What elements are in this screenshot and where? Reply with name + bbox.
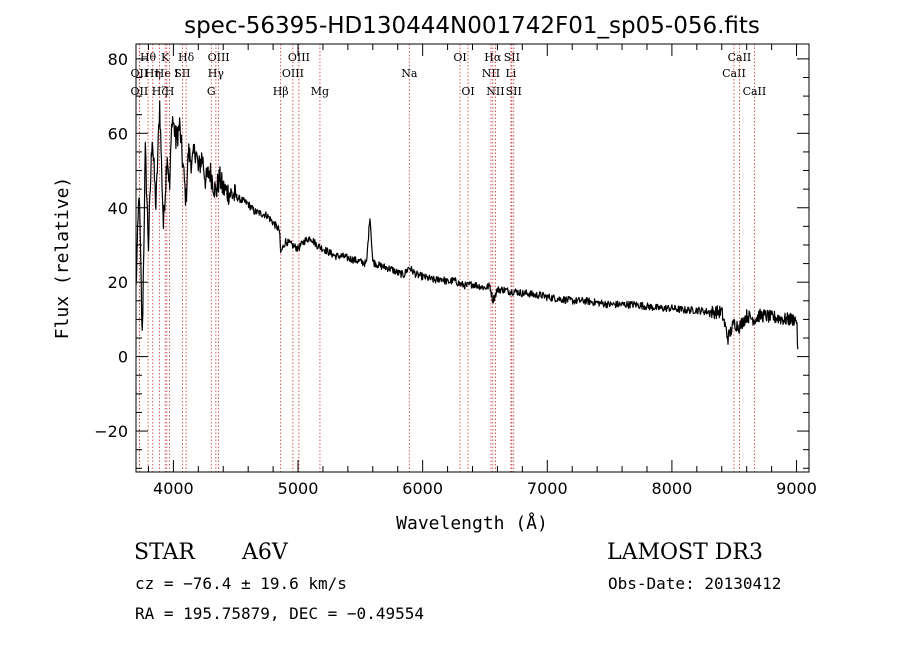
- line-label-18: OI: [453, 51, 466, 64]
- line-label-21: Hα: [484, 51, 502, 64]
- line-label-22: NII: [486, 85, 504, 98]
- line-label-23: Li: [505, 67, 516, 80]
- x-axis-label: Wavelength (Å): [396, 512, 548, 534]
- chart-title: spec-56395-HD130444N001742F01_sp05-056.f…: [184, 13, 760, 39]
- line-label-13: Hβ: [273, 85, 289, 98]
- redshift-velocity: cz = −76.4 ± 19.6 km/s: [135, 574, 347, 593]
- line-label-26: CaII: [722, 67, 746, 80]
- x-tick-label-2: 6000: [402, 479, 443, 498]
- y-tick-label-1: 0: [118, 348, 128, 367]
- x-tick-label-3: 7000: [527, 479, 568, 498]
- line-label-2: Hθ: [140, 51, 157, 64]
- object-class: STAR: [134, 540, 195, 565]
- y-tick-label-4: 60: [108, 124, 128, 143]
- observation-date: Obs-Date: 20130412: [608, 574, 782, 593]
- axes: 4000 5000 6000 7000 8000 9000 −20 0 20 40 60 80: [94, 44, 817, 498]
- line-label-6: He I: [155, 67, 179, 80]
- line-label-25: SII: [506, 85, 522, 98]
- line-label-20: NII: [482, 67, 500, 80]
- x-tick-label-0: 4000: [153, 479, 194, 498]
- line-label-4: Hζ: [152, 85, 168, 98]
- line-label-15: OIII: [288, 51, 310, 64]
- line-label-24: SII: [504, 51, 520, 64]
- y-tick-label-3: 40: [108, 199, 128, 218]
- plot-frame: [135, 43, 810, 473]
- spectrum-chart: spec-56395-HD130444N001742F01_sp05-056.f…: [52, 13, 817, 534]
- line-label-12: OIII: [208, 51, 230, 64]
- x-tick-label-1: 5000: [278, 479, 319, 498]
- y-tick-label-0: −20: [94, 422, 128, 441]
- y-tick-label-5: 80: [108, 50, 128, 69]
- line-label-9: Hδ: [178, 51, 195, 64]
- line-label-8: SII: [174, 67, 190, 80]
- line-label-28: CaII: [743, 85, 767, 98]
- line-label-7: H: [165, 85, 175, 98]
- line-label-3: Hη: [145, 67, 161, 80]
- line-label-11: Hγ: [208, 67, 225, 80]
- object-subclass: A6V: [242, 540, 288, 565]
- line-label-17: Na: [401, 67, 418, 80]
- sky-coordinates: RA = 195.75879, DEC = −0.49554: [135, 604, 424, 623]
- y-axis-label: Flux (relative): [52, 177, 73, 340]
- y-tick-label-2: 20: [108, 273, 128, 292]
- line-label-16: Mg: [311, 85, 329, 98]
- line-label-19: OI: [461, 85, 474, 98]
- flux-series-line: [135, 100, 799, 350]
- x-tick-label-4: 8000: [652, 479, 693, 498]
- line-label-27: CaII: [728, 51, 752, 64]
- line-label-5: K: [161, 51, 170, 64]
- survey-name: LAMOST DR3: [607, 540, 763, 565]
- line-label-1: OII: [131, 85, 149, 98]
- x-tick-label-5: 9000: [776, 479, 817, 498]
- line-label-14: OIII: [282, 67, 304, 80]
- line-label-10: G: [207, 85, 216, 98]
